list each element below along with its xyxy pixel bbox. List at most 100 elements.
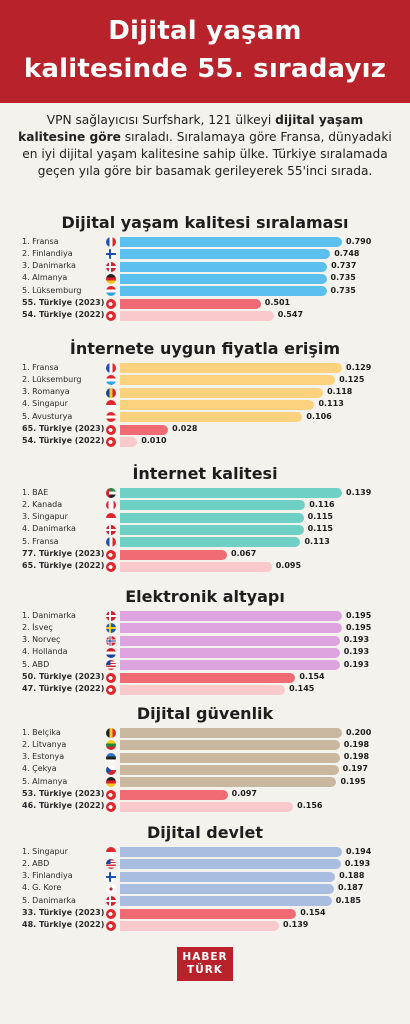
bar: [120, 500, 306, 511]
flag-dk-icon: [106, 896, 116, 907]
flag-tr-icon: [106, 436, 116, 447]
flag-dk-icon: [106, 261, 116, 272]
value-label: 0.735: [330, 285, 356, 295]
value-label: 0.193: [343, 635, 370, 645]
value-label: 0.748: [334, 248, 360, 258]
bar: [120, 375, 336, 386]
row-label: 2. Lüksemburg: [22, 374, 82, 384]
bar: [120, 363, 342, 373]
flag-de-icon: [106, 777, 116, 788]
flag-ca-icon: [106, 500, 116, 511]
bar: [120, 847, 342, 857]
flag-ee-icon: [106, 752, 116, 763]
row-label: 4. Hollanda: [22, 647, 68, 657]
bar: [120, 764, 339, 775]
row-label: 3. Finlandiya: [22, 871, 73, 881]
flag-fr-icon: [106, 237, 116, 247]
bar: [120, 752, 340, 763]
flag-tr-icon: [106, 908, 116, 919]
bar: [120, 859, 341, 870]
row-label: 53. Türkiye (2023): [22, 789, 105, 798]
value-label: 0.198: [343, 752, 370, 762]
value-label: 0.010: [141, 436, 167, 446]
flag-lu-icon: [106, 286, 116, 297]
flag-us-icon: [106, 660, 116, 671]
section-title: Dijital devlet: [147, 823, 263, 842]
bar: [120, 549, 227, 560]
flag-tr-icon: [106, 561, 116, 572]
intro-text-2: sıraladı. Sıralamaya göre Fransa, dünyad…: [22, 130, 392, 178]
bar: [120, 249, 331, 260]
flag-se-icon: [106, 623, 116, 634]
headline-line-1: Dijital yaşam: [108, 16, 302, 46]
section-title: Dijital yaşam kalitesi sıralaması: [61, 213, 349, 232]
value-label: 0.195: [346, 622, 372, 632]
row-label: 3. Estonya: [22, 752, 65, 762]
value-label: 0.116: [309, 499, 335, 509]
bar: [120, 561, 272, 572]
bar: [120, 883, 334, 894]
headline-line-2: kalitesinde 55. sıradayız: [23, 54, 387, 84]
row-label: 54. Türkiye (2022): [22, 436, 105, 446]
row-label: 5. Fransa: [22, 536, 59, 546]
flag-dk-icon: [106, 524, 116, 535]
bar: [120, 908, 297, 919]
bar: [120, 896, 332, 907]
bar: [120, 436, 138, 447]
bar: [120, 286, 327, 297]
value-label: 0.129: [346, 362, 372, 372]
row-label: 2. Litvanya: [22, 739, 67, 749]
row-label: 77. Türkiye (2023): [22, 549, 105, 558]
flag-sg-icon: [106, 512, 116, 523]
value-label: 0.501: [264, 298, 291, 307]
section-title: Elektronik altyapı: [125, 587, 285, 606]
flag-no-icon: [106, 635, 116, 646]
flag-lu-icon: [106, 375, 116, 386]
row-label: 2. ABD: [22, 858, 50, 868]
value-label: 0.193: [343, 647, 370, 657]
flag-be-icon: [106, 728, 116, 738]
value-label: 0.185: [335, 895, 361, 905]
flag-tr-icon: [106, 684, 116, 695]
bar: [120, 871, 336, 882]
row-label: 46. Türkiye (2022): [22, 801, 105, 811]
bar: [120, 647, 340, 658]
value-label: 0.194: [346, 846, 372, 856]
value-label: 0.547: [277, 310, 304, 320]
row-label: 1. BAE: [22, 487, 49, 497]
value-label: 0.195: [346, 610, 372, 620]
value-label: 0.106: [306, 411, 332, 421]
row-label: 65. Türkiye (2022): [22, 561, 105, 571]
row-label: 5. Almanya: [22, 776, 68, 786]
row-label: 1. Fransa: [22, 236, 59, 246]
row-label: 4. G. Kore: [22, 883, 62, 893]
flag-tr-icon: [106, 549, 116, 560]
value-label: 0.115: [307, 512, 333, 522]
row-label: 2. Kanada: [22, 499, 63, 509]
value-label: 0.154: [300, 908, 326, 917]
value-label: 0.113: [304, 536, 330, 546]
row-label: 3. Danimarka: [22, 261, 76, 271]
flag-fr-icon: [106, 537, 116, 548]
row-label: 1. Belçika: [22, 727, 61, 737]
flag-kr-icon: [106, 883, 116, 894]
section-title: İnternete uygun fiyatla erişim: [69, 339, 341, 358]
flag-fi-icon: [106, 871, 116, 882]
value-label: 0.139: [346, 487, 372, 497]
bar: [120, 237, 342, 247]
row-label: 55. Türkiye (2023): [22, 298, 105, 307]
row-label: 3. Norveç: [22, 635, 61, 645]
value-label: 0.187: [337, 883, 364, 893]
bar: [120, 261, 328, 272]
bar: [120, 399, 315, 410]
bar: [120, 412, 303, 423]
value-label: 0.154: [299, 672, 325, 681]
value-label: 0.200: [346, 727, 372, 737]
row-label: 5. Danimarka: [22, 895, 76, 905]
flag-de-icon: [106, 273, 116, 284]
bar: [120, 801, 294, 812]
intro-bold-text: dijital yaşam kalitesine göre: [18, 113, 364, 144]
row-label: 5. Lüksemburg: [22, 285, 82, 295]
bar: [120, 728, 342, 738]
value-label: 0.737: [331, 261, 357, 271]
